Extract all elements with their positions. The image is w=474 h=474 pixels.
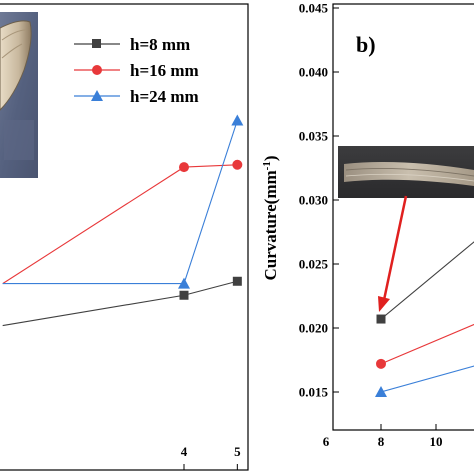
- panel-b-label: b): [356, 32, 376, 57]
- legend-entry-h8: h=8 mm: [74, 35, 190, 54]
- x-tick-label-b-2: 10: [430, 434, 443, 449]
- y-tick-label-b-2: 0.025: [299, 257, 329, 272]
- panel-a-frame: [0, 3, 249, 471]
- data-point-a-1-2: [232, 159, 243, 170]
- y-tick-label-b-3: 0.030: [299, 193, 328, 208]
- panel-b-frame: [332, 3, 474, 431]
- series-line-b-0: [380, 241, 474, 320]
- y-tick-label-b-4: 0.035: [299, 129, 329, 144]
- data-point-a-0-1: [179, 290, 189, 300]
- curved-specimen-photo: [0, 12, 38, 178]
- panel-a-legend: h=8 mm h=16 mm h=24 mm: [74, 35, 199, 106]
- x-tick-label-b-1: 8: [378, 434, 385, 449]
- x-tick-label-a-0: 4: [181, 444, 188, 459]
- legend-entry-h24: h=24 mm: [74, 87, 199, 106]
- data-point-b-1-0: [376, 358, 386, 369]
- x-tick-label-b-0: 6: [323, 434, 330, 449]
- legend-label-h24: h=24 mm: [130, 87, 199, 106]
- panel-b-ylabel: Curvature(mm-1): [261, 155, 280, 280]
- series-line-b-1: [380, 323, 474, 365]
- annotation-arrow: [378, 195, 408, 312]
- data-point-b-0-0: [376, 314, 386, 324]
- legend-label-h16: h=16 mm: [130, 61, 199, 80]
- specimen-strip-photo: [338, 146, 474, 198]
- data-point-b-2-0: [375, 386, 387, 397]
- data-point-a-2-1: [178, 277, 190, 289]
- panel-b: b) Curvature(mm-1) 0.0150.0200.0250.0300…: [261, 1, 474, 449]
- data-point-a-0-2: [232, 276, 242, 286]
- legend-entry-h16: h=16 mm: [74, 61, 199, 80]
- x-tick-label-a-1: 5: [234, 444, 241, 459]
- data-point-a-1-1: [179, 162, 189, 173]
- series-line-a-0: [2, 280, 238, 327]
- y-tick-label-b-5: 0.040: [299, 65, 328, 80]
- y-tick-label-b-1: 0.020: [299, 321, 328, 336]
- series-line-a-1: [2, 164, 238, 285]
- y-tick-label-b-6: 0.045: [299, 1, 329, 16]
- legend-label-h8: h=8 mm: [130, 35, 190, 54]
- series-line-b-2: [380, 365, 474, 393]
- panel-b-plot: 0.015 0.020 0.025 0.030 0.035 0.040 0.045 6 8 10: [299, 1, 474, 449]
- y-tick-label-b-0: 0.015: [299, 385, 329, 400]
- data-point-a-2-2: [231, 114, 244, 126]
